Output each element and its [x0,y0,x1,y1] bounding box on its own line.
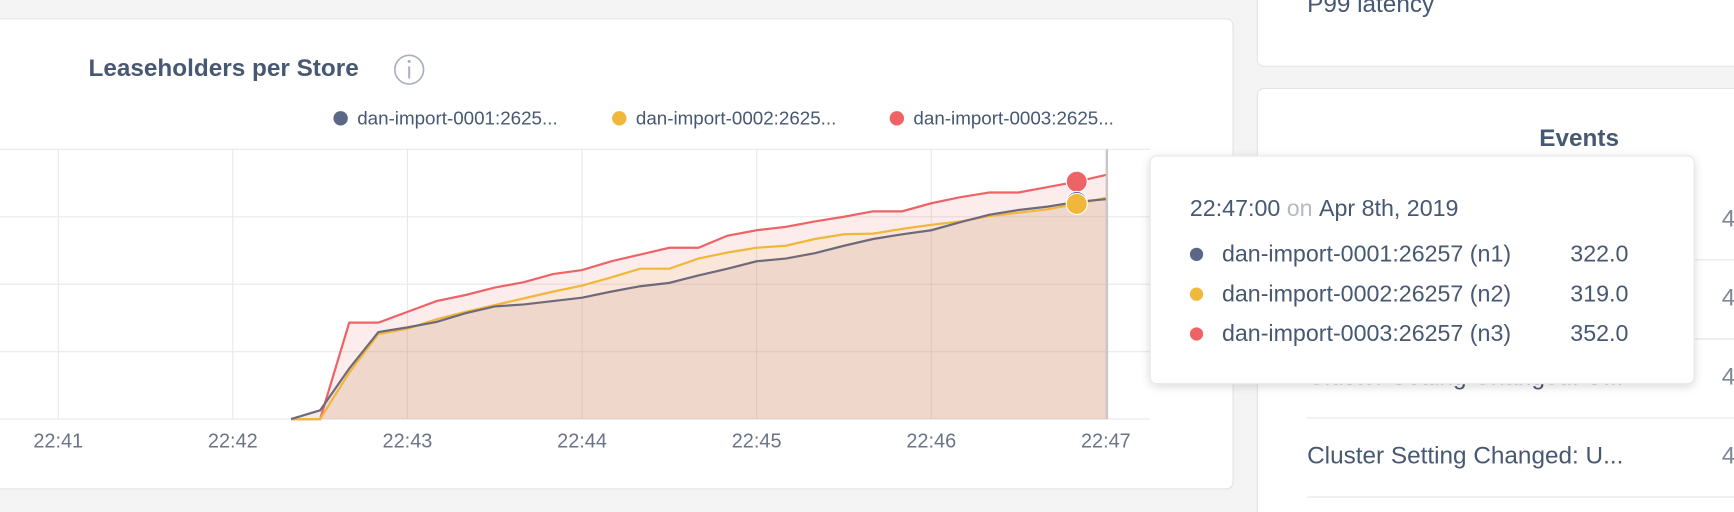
tooltip-name: dan-import-0001:26257 (n1) [1222,241,1511,267]
events-title: Events [1539,125,1619,152]
event-count: 4 [1722,364,1734,391]
tooltip-time: 22:47:00 [1190,195,1280,221]
tooltip-box [1149,155,1695,385]
tooltip: 22:47:00 on Apr 8th, 2019 dan-import-000… [1149,155,1695,385]
tooltip-name: dan-import-0003:26257 (n3) [1222,320,1511,346]
legend-label: dan-import-0001:2625... [357,107,557,128]
tooltip-date: Apr 8th, 2019 [1319,195,1458,221]
legend-swatch [889,111,905,126]
event-count: 4 [1722,443,1734,470]
latency-card [1256,0,1734,67]
tooltip-on: on [1287,195,1313,221]
series-line [291,173,1107,421]
tooltip-header: 22:47:00 on Apr 8th, 2019 [1190,195,1459,221]
tooltip-swatch [1189,247,1204,261]
card-title: P99 latency [1307,0,1435,18]
event-count: 4 [1722,285,1734,312]
event-count: 4 [1722,205,1734,232]
x-tick-label: 22:43 [383,431,433,453]
series-area [291,197,1106,420]
series-area [291,199,1106,420]
chart-title: Leaseholders per Store [88,55,358,82]
grid [0,148,1151,420]
tooltip-value: 322.0 [1570,241,1628,267]
tooltip-items: dan-import-0001:26257 (n1) 322.0 dan-impor… [1189,241,1628,346]
x-tick-label: 22:42 [208,431,258,453]
hover-marker [1065,170,1088,193]
legend-label: dan-import-0003:2625... [913,107,1113,128]
legend-swatch [333,111,348,126]
x-tick-label: 22:44 [557,431,607,453]
x-tick-label: 22:47 [1081,431,1131,453]
x-tick-label: 22:46 [906,431,956,453]
x-tick-label: 22:45 [732,431,782,453]
info-icon[interactable] [393,54,425,85]
hover-marker [1065,192,1088,215]
legend-label: dan-import-0002:2625... [636,107,836,128]
event-text: Cluster Setting Changed: U... [1307,443,1623,470]
plot [290,173,1107,421]
legend: dan-import-0001:2625... dan-import-0002:2… [333,107,1114,128]
tooltip-name: dan-import-0002:26257 (n2) [1222,280,1511,306]
x-axis: 22:41 22:42 22:43 22:44 22:45 22:46 22:47 [33,431,1130,453]
tooltip-value: 352.0 [1570,320,1628,346]
series-line [290,198,1106,421]
x-tick-label: 22:41 [33,431,83,453]
legend-swatch [612,111,627,126]
tooltip-value: 319.0 [1570,280,1628,306]
tooltip-swatch [1189,287,1204,301]
tooltip-swatch [1189,327,1204,341]
series-area [291,174,1106,420]
